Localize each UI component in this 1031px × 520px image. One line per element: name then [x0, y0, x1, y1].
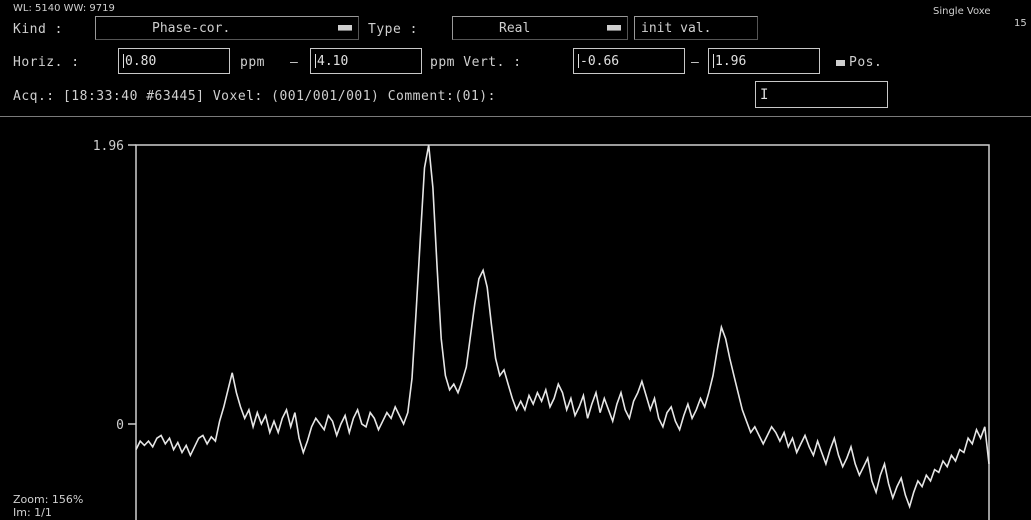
dropdown-arrow-icon	[607, 25, 621, 31]
horiz-from-input[interactable]: 0.80	[118, 48, 230, 74]
kind-select-value: Phase-cor.	[152, 20, 231, 36]
kind-select[interactable]: Phase-cor.	[95, 16, 359, 40]
init-val-button[interactable]: init val.	[634, 16, 758, 40]
comment-input[interactable]: I	[755, 81, 888, 108]
text-cursor-icon	[713, 54, 714, 68]
horiz-from-value: 0.80	[125, 53, 157, 69]
toolbar-divider	[0, 116, 1031, 117]
wl-ww-readout: WL: 5140 WW: 9719	[13, 3, 115, 14]
text-cursor-icon	[578, 54, 579, 68]
pos-toggle[interactable]: Pos.	[836, 55, 882, 70]
vert-dash: –	[691, 55, 700, 70]
horiz-to-value: 4.10	[317, 53, 349, 69]
type-select-value: Real	[499, 20, 531, 36]
dropdown-arrow-icon	[338, 25, 352, 31]
mode-label: Single Voxe	[933, 6, 991, 17]
y-zero-label: 0	[116, 418, 124, 433]
horiz-label: Horiz. :	[13, 55, 80, 70]
spectrum-series-line	[135, 144, 990, 510]
vert-from-value: -0.66	[580, 53, 620, 69]
type-label: Type :	[368, 22, 418, 37]
kind-label: Kind :	[13, 22, 63, 37]
checkbox-icon	[836, 59, 845, 66]
zoom-readout: Zoom: 156%	[13, 493, 84, 506]
text-cursor-icon: I	[760, 86, 769, 103]
pos-label: Pos.	[849, 55, 883, 70]
vert-to-input[interactable]: 1.96	[708, 48, 820, 74]
type-select[interactable]: Real	[452, 16, 628, 40]
y-top-label: 1.96	[93, 139, 124, 154]
horiz-to-input[interactable]: 4.10	[310, 48, 422, 74]
plot-frame	[135, 144, 990, 520]
vert-from-input[interactable]: -0.66	[573, 48, 685, 74]
mode-number: 15	[1014, 18, 1027, 29]
vert-label: ppm Vert. :	[430, 55, 522, 70]
image-index: Im: 1/1	[13, 506, 52, 519]
text-cursor-icon	[123, 54, 124, 68]
horiz-dash: –	[290, 55, 299, 70]
horiz-from-unit: ppm	[240, 55, 265, 70]
acquisition-info: Acq.: [18:33:40 #63445] Voxel: (001/001/…	[13, 89, 496, 104]
vert-to-value: 1.96	[715, 53, 747, 69]
spectrum-plot: 1.96 0	[93, 139, 990, 520]
text-cursor-icon	[315, 54, 316, 68]
